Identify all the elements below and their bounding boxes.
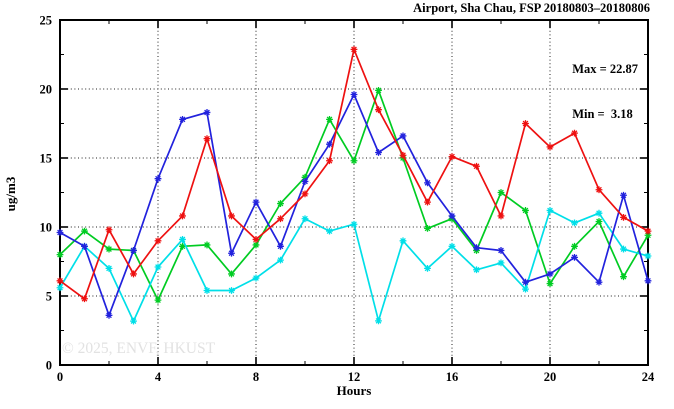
green-series-markers — [56, 86, 652, 304]
red-series-markers — [56, 45, 652, 303]
y-tick-label: 5 — [46, 290, 52, 304]
cyan-series-markers — [56, 207, 652, 325]
watermark: © 2025, ENVF, HKUST — [62, 340, 216, 357]
y-axis-label: ug/m3 — [3, 176, 18, 212]
plot-frame — [59, 19, 649, 366]
blue-series-markers — [56, 91, 652, 319]
stats-box: Max = 22.87 Min = 3.18 — [572, 32, 638, 152]
max-value-label: Max = 22.87 — [572, 62, 638, 76]
x-tick-label: 24 — [642, 370, 655, 384]
min-value-label: Min = 3.18 — [572, 107, 633, 121]
x-tick-label: 16 — [446, 370, 459, 384]
page-title: Airport, Sha Chau, FSP 20180803–20180806 — [413, 1, 650, 15]
x-tick-label: 12 — [348, 370, 361, 384]
x-tick-label: 8 — [253, 370, 259, 384]
x-tick-label: 0 — [57, 370, 63, 384]
y-tick-label: 15 — [40, 152, 53, 166]
y-tick-label: 25 — [40, 14, 53, 28]
y-tick-label: 0 — [46, 359, 52, 373]
x-tick-label: 20 — [544, 370, 557, 384]
x-axis-label: Hours — [336, 383, 372, 398]
x-tick-label: 4 — [155, 370, 162, 384]
blue-series-line — [59, 93, 649, 317]
y-tick-label: 10 — [40, 221, 53, 235]
y-tick-label: 20 — [40, 83, 53, 97]
